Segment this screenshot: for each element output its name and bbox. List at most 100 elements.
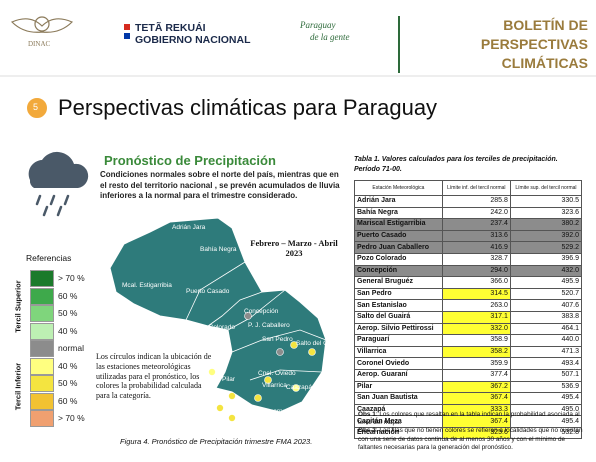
table-cell: 366.0 — [441, 276, 511, 289]
map-label: Concepción — [244, 308, 279, 315]
table-cell: Salto del Guairá — [354, 310, 443, 324]
map-label: Pozo Colorado — [192, 324, 235, 331]
flag-red — [124, 24, 130, 30]
table-cell: 380.2 — [509, 218, 583, 231]
table-cell: 294.0 — [441, 264, 511, 278]
map-label: Encarnación — [262, 408, 299, 415]
table-cell: 495.4 — [509, 392, 583, 405]
map-label: Adrián Jara — [172, 224, 206, 231]
legend-label: 50 % — [58, 378, 78, 388]
table-cell: 242.0 — [441, 206, 511, 220]
rain-cloud-icon — [28, 151, 89, 217]
obs: Obs 2: Las filas que no tienen colores s… — [358, 427, 590, 452]
station-dot — [290, 341, 298, 349]
table-cell: 532.8 — [509, 426, 583, 440]
legend-label: 50 % — [58, 308, 78, 318]
legend-label: 60 % — [58, 290, 78, 301]
table-cell: 471.3 — [509, 345, 583, 359]
obs-text: : Las filas que no tienen colores se ref… — [358, 427, 583, 451]
paraguay-map — [109, 217, 327, 413]
table-cell: Concepción — [354, 264, 443, 278]
table-cell: 323.6 — [509, 206, 583, 220]
table-row: General Bruguéz 366.0 495.9 — [354, 276, 583, 289]
map-label: San Pedro — [262, 336, 293, 343]
legend-title: Referencias — [26, 253, 72, 263]
table-cell: 493.4 — [509, 357, 583, 370]
table-cell: 464.1 — [509, 322, 583, 336]
map-label: Bahía Negra — [200, 246, 237, 253]
table-header: Estación Meteorológica — [354, 180, 443, 196]
gov-line: TETÃ REKUÁI — [135, 22, 206, 34]
table-row: Mariscal Estigarribia 237.4 380.2 — [354, 218, 583, 231]
table-cell: 392.0 — [509, 229, 583, 243]
station-dot — [292, 384, 300, 392]
table-cell: Pozo Colorado — [354, 252, 443, 266]
map-label: P. J. Caballero — [248, 322, 290, 329]
observations: Obs 1: Los colores que resaltan en la ta… — [358, 411, 590, 452]
table-row: Pedro Juan Caballero 416.9 529.2 — [354, 241, 583, 254]
station-dot — [244, 312, 252, 320]
flag-blue — [124, 33, 130, 39]
table-row: Aerop. Silvio Pettirossi 332.0 464.1 — [354, 322, 583, 336]
legend-group: Tercil Inferior — [13, 362, 23, 411]
table-cell: General Bruguéz — [354, 276, 443, 289]
forecast-subtitle: Pronóstico de Precipitación — [104, 153, 276, 168]
table-row: Salto del Guairá 317.1 383.8 — [354, 310, 583, 324]
thresholds-table: Estación Meteorológica Límite inf. del te… — [354, 180, 583, 440]
table-row: Bahía Negra 242.0 323.6 — [354, 206, 583, 220]
station-dot — [264, 376, 272, 384]
legend-swatch — [30, 375, 54, 392]
table-header-row: Estación Meteorológica Límite inf. del te… — [354, 180, 583, 196]
table-cell: 377.4 — [441, 368, 511, 382]
table-row: Puerto Casado 313.6 392.0 — [354, 229, 583, 243]
table-cell: 314.5 — [441, 287, 511, 301]
obs-text: : Los colores que resaltan en la tabla i… — [358, 411, 580, 427]
table-cell: 285.8 — [441, 195, 511, 208]
gov-line: GOBIERNO NACIONAL — [135, 34, 251, 46]
slogan: de la gente — [310, 32, 350, 42]
map-label: Villarrica — [262, 382, 287, 389]
table-cell: Pilar — [354, 380, 443, 394]
logo-text: DINAC — [28, 40, 51, 48]
table-row: Coronel Oviedo 359.9 493.4 — [354, 357, 583, 370]
section-badge — [25, 96, 49, 120]
table-cell: Coronel Oviedo — [354, 357, 443, 370]
table-row: Encarnación 325.6 532.8 — [354, 426, 583, 440]
table-cell: San Juan Bautista — [354, 392, 443, 405]
dinac-logo — [10, 16, 74, 33]
table-period: Período 71-00. — [354, 166, 402, 173]
legend-swatch — [30, 287, 54, 305]
map-label: Puerto Casado — [186, 288, 230, 295]
table-cell: 313.6 — [441, 229, 511, 243]
table-title: Tabla 1. Valores calculados para los ter… — [354, 155, 590, 165]
station-dot — [216, 404, 224, 412]
table-cell: 367.2 — [441, 380, 511, 394]
table-cell: Adrián Jara — [354, 195, 443, 208]
section-number: 5 — [33, 102, 39, 112]
table-cell: 396.9 — [509, 252, 583, 266]
table-cell: 263.0 — [441, 299, 511, 312]
table-cell: 237.4 — [441, 218, 511, 231]
legend-swatch — [30, 410, 54, 427]
table-cell: 495.9 — [509, 276, 583, 289]
table-row: San Juan Bautista 367.4 495.4 — [354, 392, 583, 405]
table-cell: 358.9 — [441, 334, 511, 347]
station-dot — [276, 348, 284, 356]
station-dot — [308, 348, 316, 356]
table-row: Villarrica 358.2 471.3 — [354, 345, 583, 359]
table-cell: 536.9 — [509, 380, 583, 394]
map-label: Salto del Guairá — [296, 340, 343, 347]
station-dot — [228, 392, 236, 400]
table-cell: 332.0 — [441, 322, 511, 336]
legend-label: 40 % — [58, 360, 78, 371]
legend-swatch — [30, 270, 54, 287]
table-row: Pilar 367.2 536.9 — [354, 380, 583, 394]
obs-label: Obs 1 — [358, 411, 376, 418]
table-row: Concepción 294.0 432.0 — [354, 264, 583, 278]
forecast-text: Condiciones normales sobre el norte del … — [100, 170, 340, 200]
table-cell: 325.6 — [441, 426, 511, 440]
table-cell: 328.7 — [441, 252, 511, 266]
table-row: Pozo Colorado 328.7 396.9 — [354, 252, 583, 266]
table-title-text: Tabla 1. Valores calculados para los ter… — [354, 156, 558, 163]
